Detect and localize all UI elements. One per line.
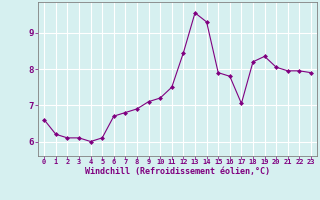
X-axis label: Windchill (Refroidissement éolien,°C): Windchill (Refroidissement éolien,°C): [85, 167, 270, 176]
